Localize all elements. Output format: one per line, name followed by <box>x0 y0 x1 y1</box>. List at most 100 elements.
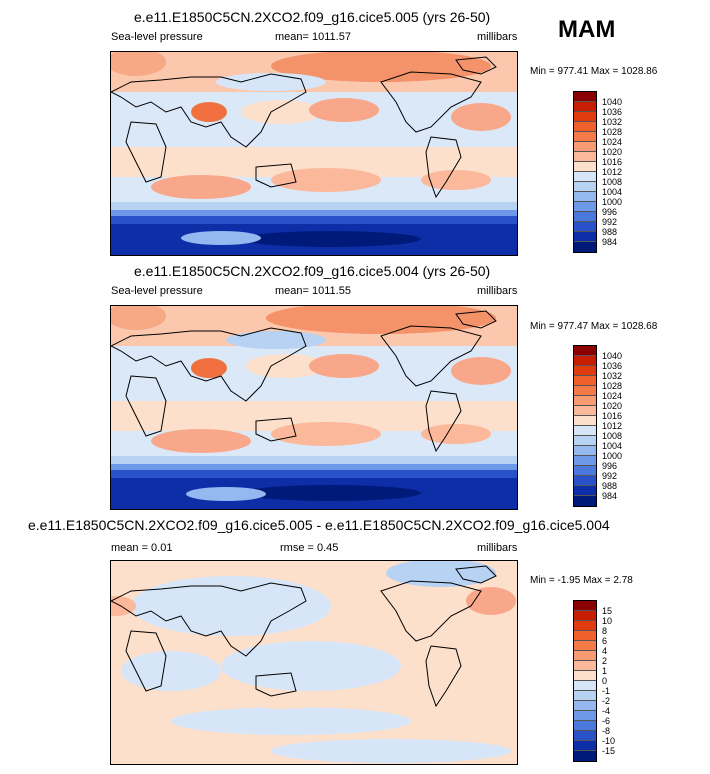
colorbar-label: 1032 <box>602 371 623 381</box>
panel-2-units-label: millibars <box>477 285 518 297</box>
panel-3-map <box>110 560 518 765</box>
colorbar-swatch <box>574 132 596 142</box>
band-1004 <box>111 456 517 466</box>
colorbar-swatch <box>574 731 596 741</box>
circumpolar-trough <box>241 231 421 247</box>
colorbar-label: 1020 <box>602 147 623 157</box>
high-pressure-south-pacific <box>271 422 381 446</box>
colorbar-label: -4 <box>602 706 611 716</box>
panel-1-map-svg <box>111 52 517 255</box>
colorbar-swatch <box>574 661 596 671</box>
colorbar-label: 1 <box>602 666 608 676</box>
colorbar-label: 996 <box>602 207 618 217</box>
colorbar-swatch <box>574 621 596 631</box>
colorbar-swatch <box>574 416 596 426</box>
colorbar-swatch <box>574 611 596 621</box>
panel-2-variable-label: Sea-level pressure <box>111 285 203 297</box>
colorbar-swatch <box>574 466 596 476</box>
colorbar-label: 988 <box>602 227 618 237</box>
colorbar-label: -8 <box>602 726 611 736</box>
colorbar-label: 6 <box>602 636 608 646</box>
colorbar-swatch <box>574 356 596 366</box>
colorbar-swatch <box>574 691 596 701</box>
south-america-coast <box>425 645 462 708</box>
colorbar-label: 1000 <box>602 197 623 207</box>
colorbar-swatch <box>574 376 596 386</box>
australia-coast <box>255 672 297 697</box>
south-america-coast <box>425 390 462 453</box>
panel-1-colorbar <box>573 91 597 253</box>
high-pressure-indian-ocean <box>151 429 251 453</box>
panel-2-map-svg <box>111 306 517 509</box>
colorbar-swatch <box>574 112 596 122</box>
colorbar-label: -6 <box>602 716 611 726</box>
colorbar-label: 1028 <box>602 127 623 137</box>
australia-coast <box>255 417 297 442</box>
colorbar-label: 1012 <box>602 167 623 177</box>
negative-anomaly-pacific <box>221 641 401 691</box>
north-america-coast <box>380 71 482 133</box>
colorbar-swatch <box>574 681 596 691</box>
high-pressure-north-atlantic <box>111 306 166 330</box>
colorbar-swatch <box>574 122 596 132</box>
colorbar-swatch <box>574 651 596 661</box>
high-pressure-tibet <box>191 358 227 378</box>
greenland-coast <box>455 56 497 75</box>
high-pressure-north-atlantic <box>111 52 166 76</box>
colorbar-label: 1028 <box>602 381 623 391</box>
colorbar-swatch <box>574 496 596 506</box>
band-subtropical-west-pacific <box>246 354 326 378</box>
aleutian-low <box>216 73 326 91</box>
panel-1-minmax-label: Min = 977.41 Max = 1028.86 <box>530 66 658 77</box>
colorbar-swatch <box>574 172 596 182</box>
colorbar-label: 1016 <box>602 157 623 167</box>
colorbar-swatch <box>574 92 596 102</box>
australia-coast <box>255 163 297 188</box>
panel-1-units-label: millibars <box>477 31 518 43</box>
negative-anomaly-indian <box>121 651 221 691</box>
colorbar-label: 992 <box>602 217 618 227</box>
colorbar-swatch <box>574 486 596 496</box>
panel-1-map <box>110 51 518 256</box>
colorbar-label: 1020 <box>602 401 623 411</box>
colorbar-swatch <box>574 162 596 172</box>
colorbar-swatch <box>574 222 596 232</box>
band-1004 <box>111 202 517 212</box>
colorbar-swatch <box>574 232 596 242</box>
band-996 <box>111 210 517 218</box>
colorbar-label: 1008 <box>602 431 623 441</box>
negative-anomaly-eurasia <box>131 576 331 636</box>
colorbar-label: -10 <box>602 736 616 746</box>
high-pressure-south-pacific <box>271 168 381 192</box>
colorbar-label: 1008 <box>602 177 623 187</box>
colorbar-label: 8 <box>602 626 608 636</box>
coastlines <box>111 565 497 708</box>
colorbar-label: 1004 <box>602 441 623 451</box>
colorbar-swatch <box>574 641 596 651</box>
colorbar-swatch <box>574 751 596 761</box>
colorbar-swatch <box>574 182 596 192</box>
colorbar-label: 4 <box>602 646 608 656</box>
colorbar-label: 1004 <box>602 187 623 197</box>
colorbar-label: -2 <box>602 696 611 706</box>
colorbar-label: 1036 <box>602 361 623 371</box>
positive-anomaly-europe <box>111 596 136 616</box>
colorbar-swatch <box>574 406 596 416</box>
colorbar-swatch <box>574 396 596 406</box>
colorbar-label: 0 <box>602 676 608 686</box>
aleutian-low <box>226 331 326 349</box>
colorbar-swatch <box>574 212 596 222</box>
colorbar-swatch <box>574 346 596 356</box>
panel-1-title: e.e11.E1850C5CN.2XCO2.f09_g16.cice5.005 … <box>134 9 491 25</box>
colorbar-swatch <box>574 102 596 112</box>
panel-3-title: e.e11.E1850C5CN.2XCO2.f09_g16.cice5.005 … <box>28 517 610 533</box>
panel-3-rmse-label: rmse = 0.45 <box>280 542 339 554</box>
colorbar-swatch <box>574 741 596 751</box>
colorbar-swatch <box>574 242 596 252</box>
colorbar-label: 1016 <box>602 411 623 421</box>
north-america-coast <box>380 325 482 387</box>
panel-3-minmax-label: Min = -1.95 Max = 2.78 <box>530 575 633 586</box>
colorbar-swatch <box>574 152 596 162</box>
coastlines <box>111 56 497 199</box>
band-996 <box>111 464 517 472</box>
